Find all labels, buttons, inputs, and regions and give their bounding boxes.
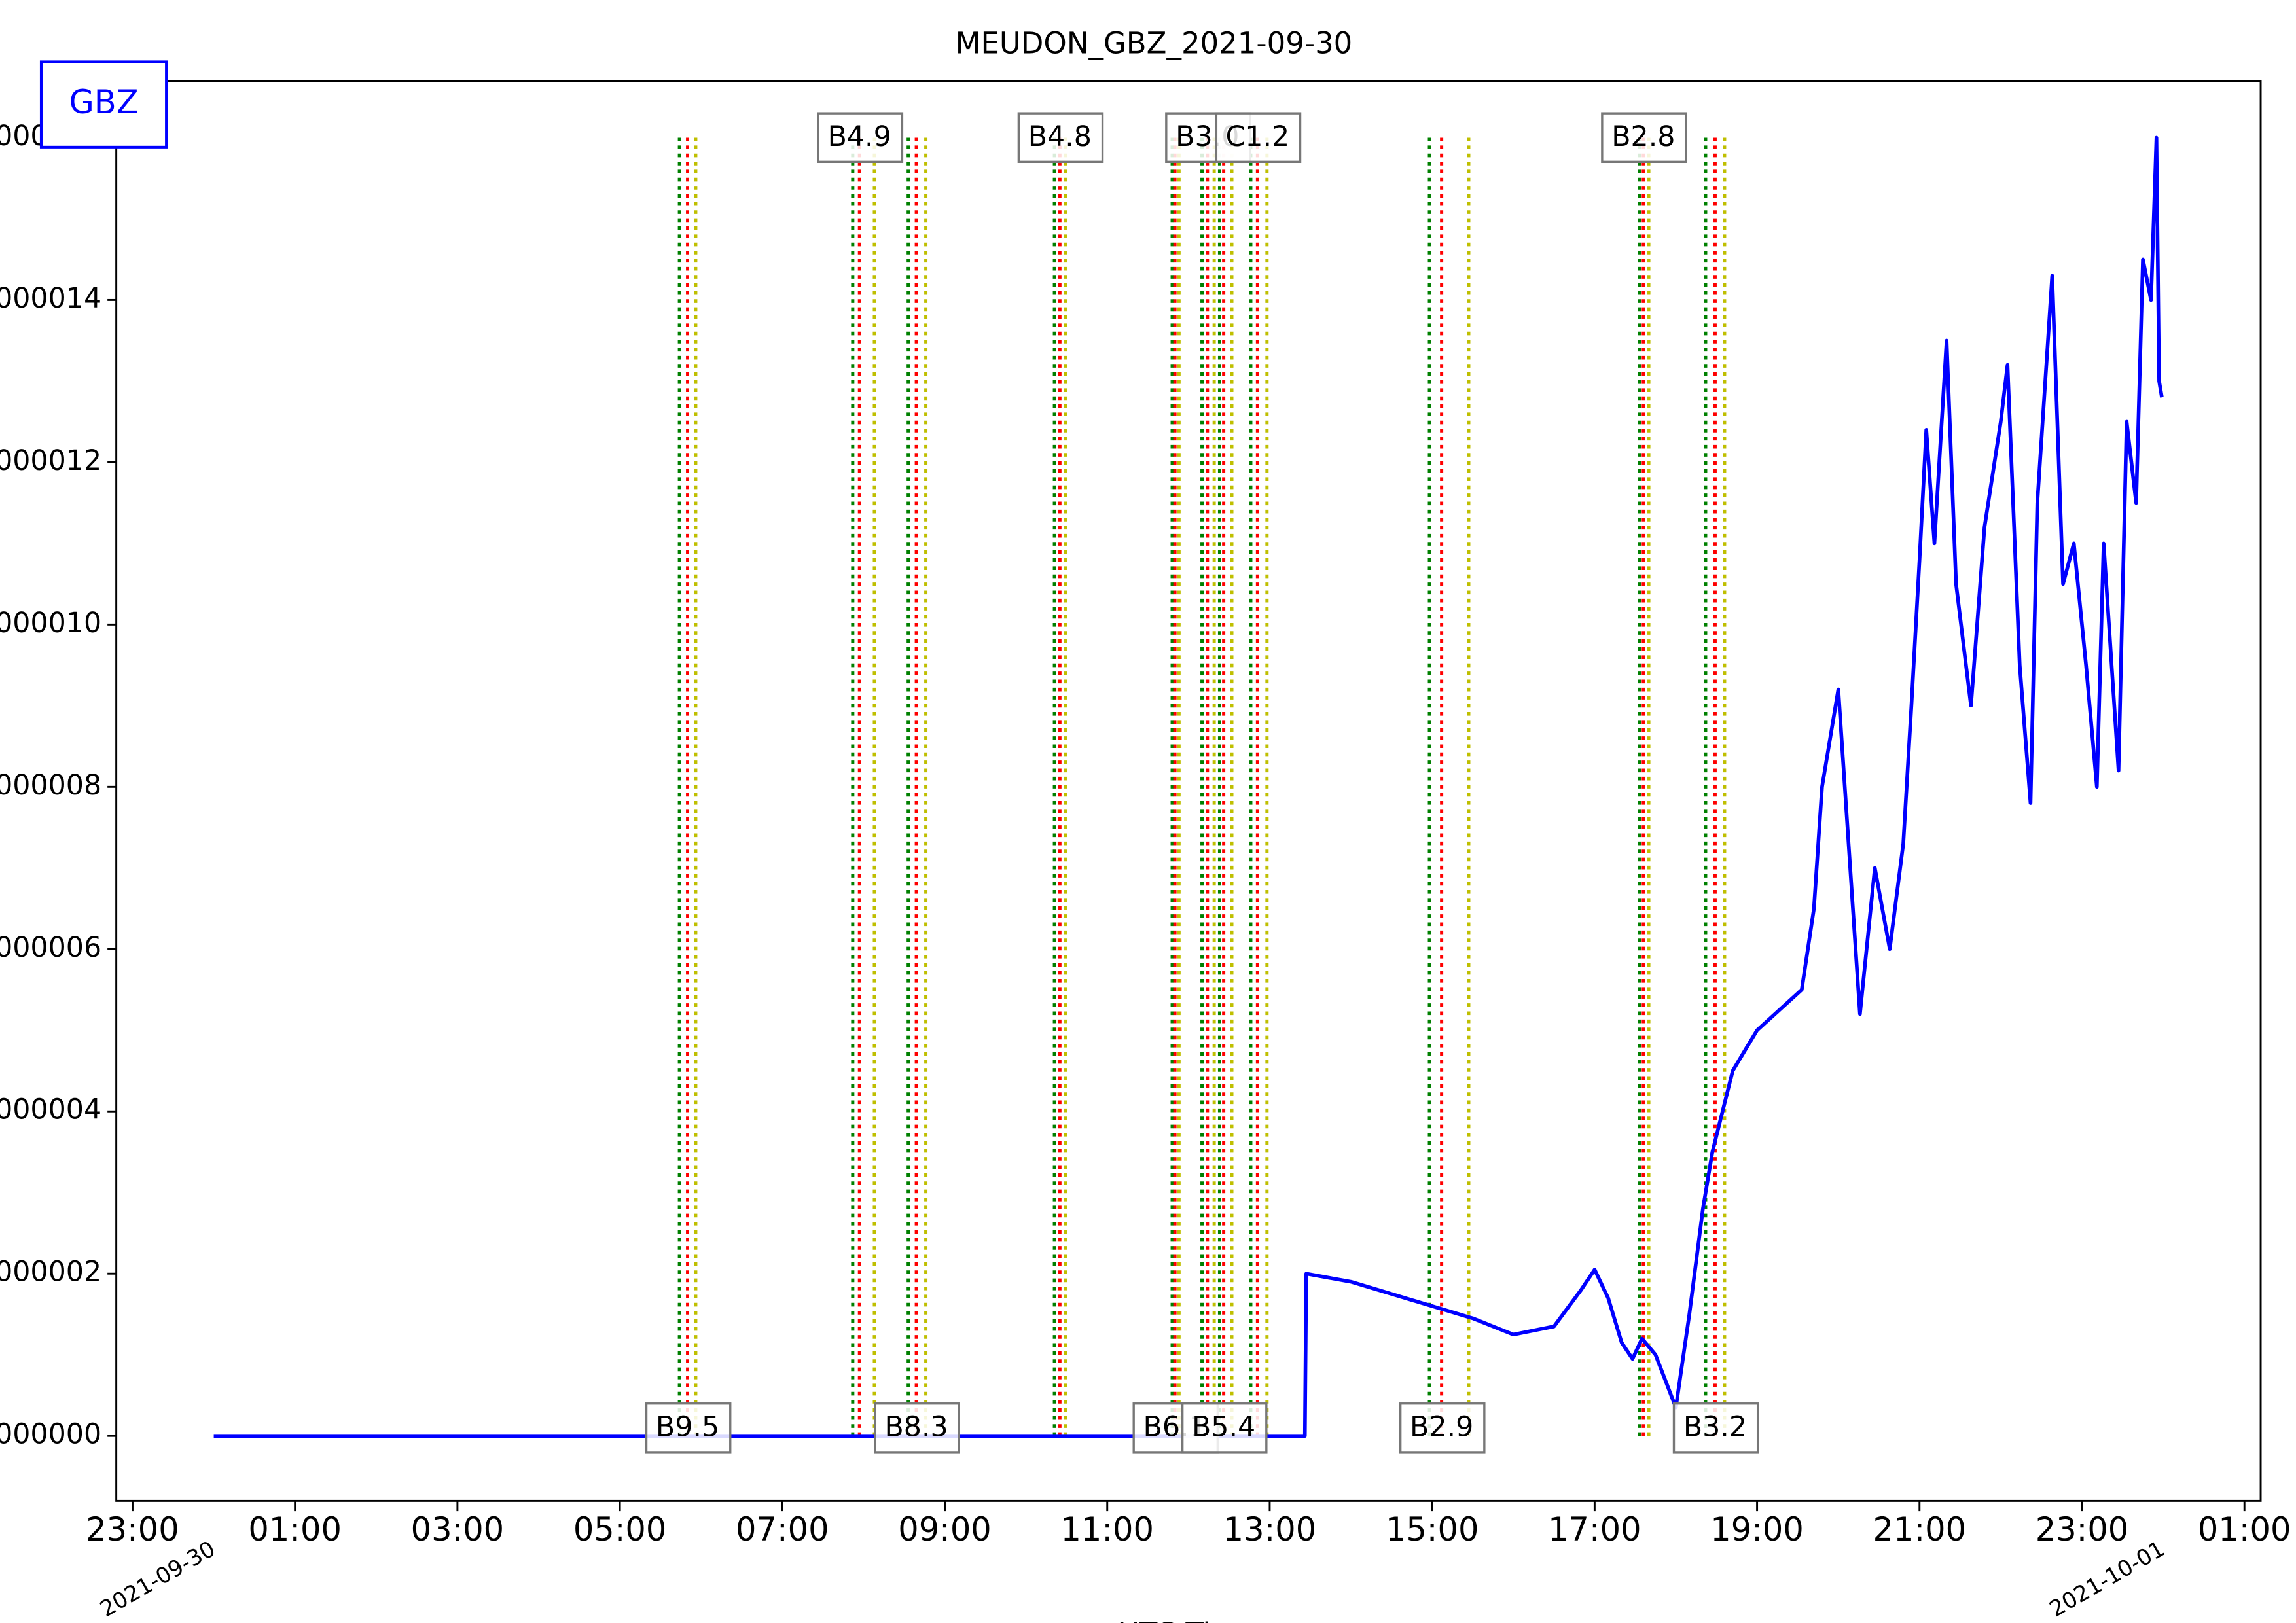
flare-label-box (1672, 1402, 1759, 1454)
flare-label: B3.2 (1683, 1410, 1747, 1443)
flare-label: B5.4 (1192, 1410, 1255, 1443)
y-tick-label: 0.000014 (0, 282, 101, 315)
data-line (213, 135, 2164, 1438)
x-tick-label: 21:00 (1873, 1510, 1967, 1548)
x-tick-label: 07:00 (736, 1510, 829, 1548)
x-tick-label: 23:00 (2036, 1510, 2129, 1548)
flare-label: B4.9 (828, 120, 891, 153)
x-tick-label: 17:00 (1548, 1510, 1641, 1548)
flare-label: B2.9 (1410, 1410, 1473, 1443)
flare-label: B8.3 (884, 1410, 948, 1443)
flare-label-box (1181, 1402, 1268, 1454)
x-tick-label: 09:00 (898, 1510, 992, 1548)
flare-label-box (817, 112, 904, 164)
x-tick-label: 19:00 (1710, 1510, 1804, 1548)
legend-box (39, 60, 168, 149)
x-tick-label: 13:00 (1223, 1510, 1317, 1548)
flare-label-box (1017, 112, 1104, 164)
x-tick-label: 15:00 (1386, 1510, 1479, 1548)
chart-title: MEUDON_GBZ_2021-09-30 (956, 26, 1353, 61)
plot-frame (115, 80, 2262, 1502)
y-tick-label: 0.000010 (0, 607, 101, 639)
x-tick-label: 11:00 (1060, 1510, 1154, 1548)
y-tick-label: 0.000008 (0, 769, 101, 802)
flare-label-box (1215, 112, 1302, 164)
flare-label: B9.5 (656, 1410, 719, 1443)
flare-label-box (1601, 112, 1687, 164)
flare-label-box (874, 1402, 960, 1454)
x-tick-label: 01:00 (2198, 1510, 2291, 1548)
x-axis-label: UTC Time (1118, 1616, 1258, 1623)
y-tick-label: 0.000004 (0, 1094, 101, 1126)
legend-label: GBZ (69, 83, 138, 121)
flare-label: B4.8 (1028, 120, 1092, 153)
flare-label: B2.8 (1611, 120, 1675, 153)
x-tick-label: 01:00 (248, 1510, 342, 1548)
x-tick-label: 05:00 (573, 1510, 667, 1548)
y-tick-label: 0.000006 (0, 931, 101, 964)
flare-label: C1.2 (1225, 120, 1289, 153)
flare-label-box (1399, 1402, 1486, 1454)
x-tick-label: 23:00 (86, 1510, 179, 1548)
x-tick-label: 03:00 (411, 1510, 505, 1548)
flare-label-box (645, 1402, 732, 1454)
